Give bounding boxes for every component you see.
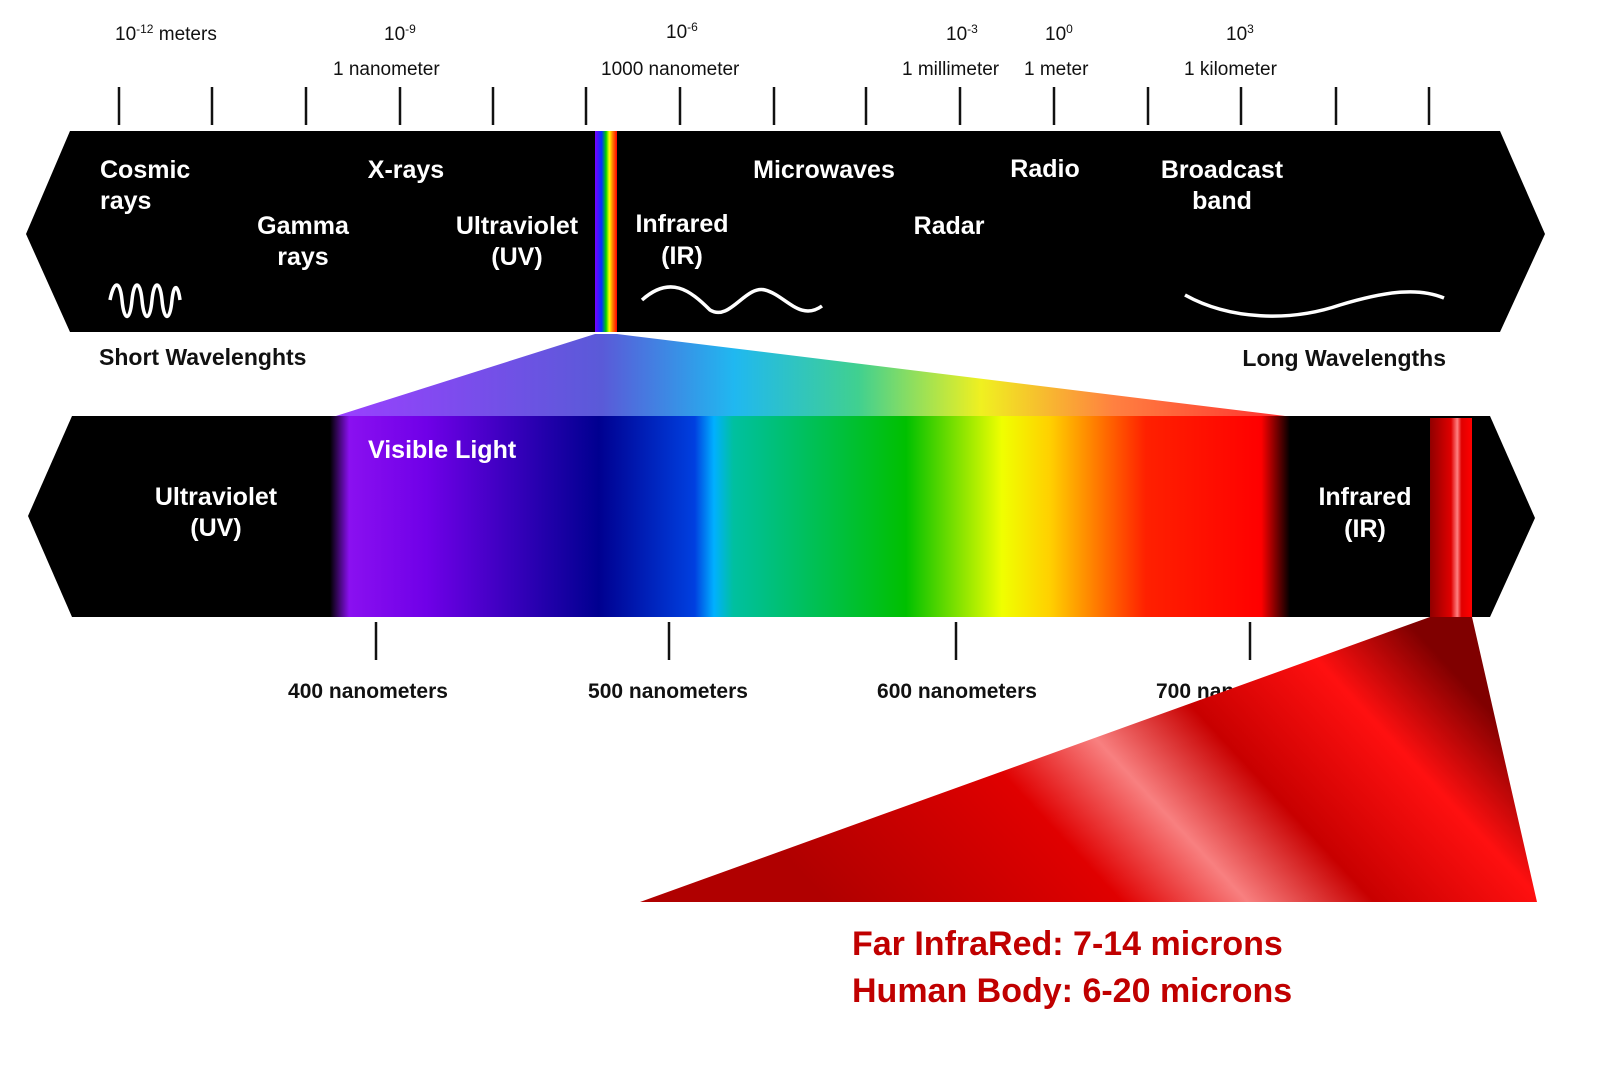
label-cosmic: Cosmic: [100, 156, 190, 184]
exp-label-3: 103: [1226, 22, 1254, 45]
label-uv-visible: Ultraviolet: [155, 483, 278, 511]
medium-wave-icon: [640, 285, 824, 314]
label-meter: 1 meter: [1024, 59, 1089, 80]
label-radar: Radar: [914, 212, 985, 240]
visible-rainbow-strip: [595, 131, 617, 332]
long-wavelengths-caption: Long Wavelengths: [1242, 345, 1446, 371]
exp-label-m6: 10-6: [666, 20, 698, 43]
short-wave-icon: [108, 283, 182, 319]
label-broadcast-2: band: [1192, 187, 1252, 215]
band-labels: Cosmic rays Gamma rays X-rays Ultraviole…: [100, 155, 1284, 271]
visible-fan: [336, 334, 1285, 416]
exp-label-0: 100: [1045, 22, 1073, 45]
label-gamma-2: rays: [277, 243, 328, 271]
label-nanometer: 1 nanometer: [333, 59, 440, 80]
label-xrays: X-rays: [368, 156, 444, 184]
label-radio: Radio: [1010, 155, 1079, 183]
short-wavelengths-caption: Short Wavelenghts: [99, 344, 306, 370]
label-kilometer: 1 kilometer: [1184, 59, 1278, 80]
label-ir-visible-2: (IR): [1344, 515, 1386, 543]
long-wave-icon: [1184, 290, 1445, 318]
label-cosmic-2: rays: [100, 187, 151, 215]
visible-band-labels: Ultraviolet (UV) Visible Light Infrared …: [155, 436, 1412, 543]
visible-spectrum-gradient: [330, 416, 1290, 617]
scale-exponent-labels: 10-12 meters 10-9 10-6 10-3 100 103: [115, 20, 1254, 45]
label-ir-visible: Infrared: [1318, 483, 1411, 511]
label-ir: Infrared: [635, 210, 728, 238]
label-1000-nanometer: 1000 nanometer: [601, 59, 740, 80]
exp-label-m3: 10-3: [946, 22, 978, 45]
far-infrared-note: Far InfraRed: 7-14 microns: [852, 925, 1283, 963]
label-broadcast: Broadcast: [1161, 156, 1284, 184]
far-infrared-strip: [1430, 418, 1472, 617]
far-infrared-zoom-triangle: [640, 617, 1537, 902]
scale-ticks: [117, 87, 1431, 125]
exp-label-m12: 10-12 meters: [115, 22, 217, 45]
nm-ticks: [374, 622, 1252, 660]
label-millimeter: 1 millimeter: [902, 59, 1000, 80]
spectrum-band: [26, 131, 1545, 332]
label-600nm: 600 nanometers: [877, 680, 1037, 703]
exp-label-m9: 10-9: [384, 22, 416, 45]
human-body-note: Human Body: 6-20 microns: [852, 972, 1292, 1010]
label-uv-2: (UV): [491, 243, 542, 271]
wave-icons: [108, 283, 1445, 319]
nm-labels: 400 nanometers 500 nanometers 600 nanome…: [288, 680, 1316, 703]
label-microwaves: Microwaves: [753, 156, 895, 184]
label-ir-2: (IR): [661, 242, 703, 270]
label-gamma: Gamma: [257, 212, 350, 240]
label-500nm: 500 nanometers: [588, 680, 748, 703]
label-visible-light: Visible Light: [368, 436, 517, 464]
label-400nm: 400 nanometers: [288, 680, 448, 703]
label-uv: Ultraviolet: [456, 212, 579, 240]
scale-name-labels: 1 nanometer 1000 nanometer 1 millimeter …: [333, 59, 1278, 80]
label-uv-visible-2: (UV): [190, 514, 241, 542]
